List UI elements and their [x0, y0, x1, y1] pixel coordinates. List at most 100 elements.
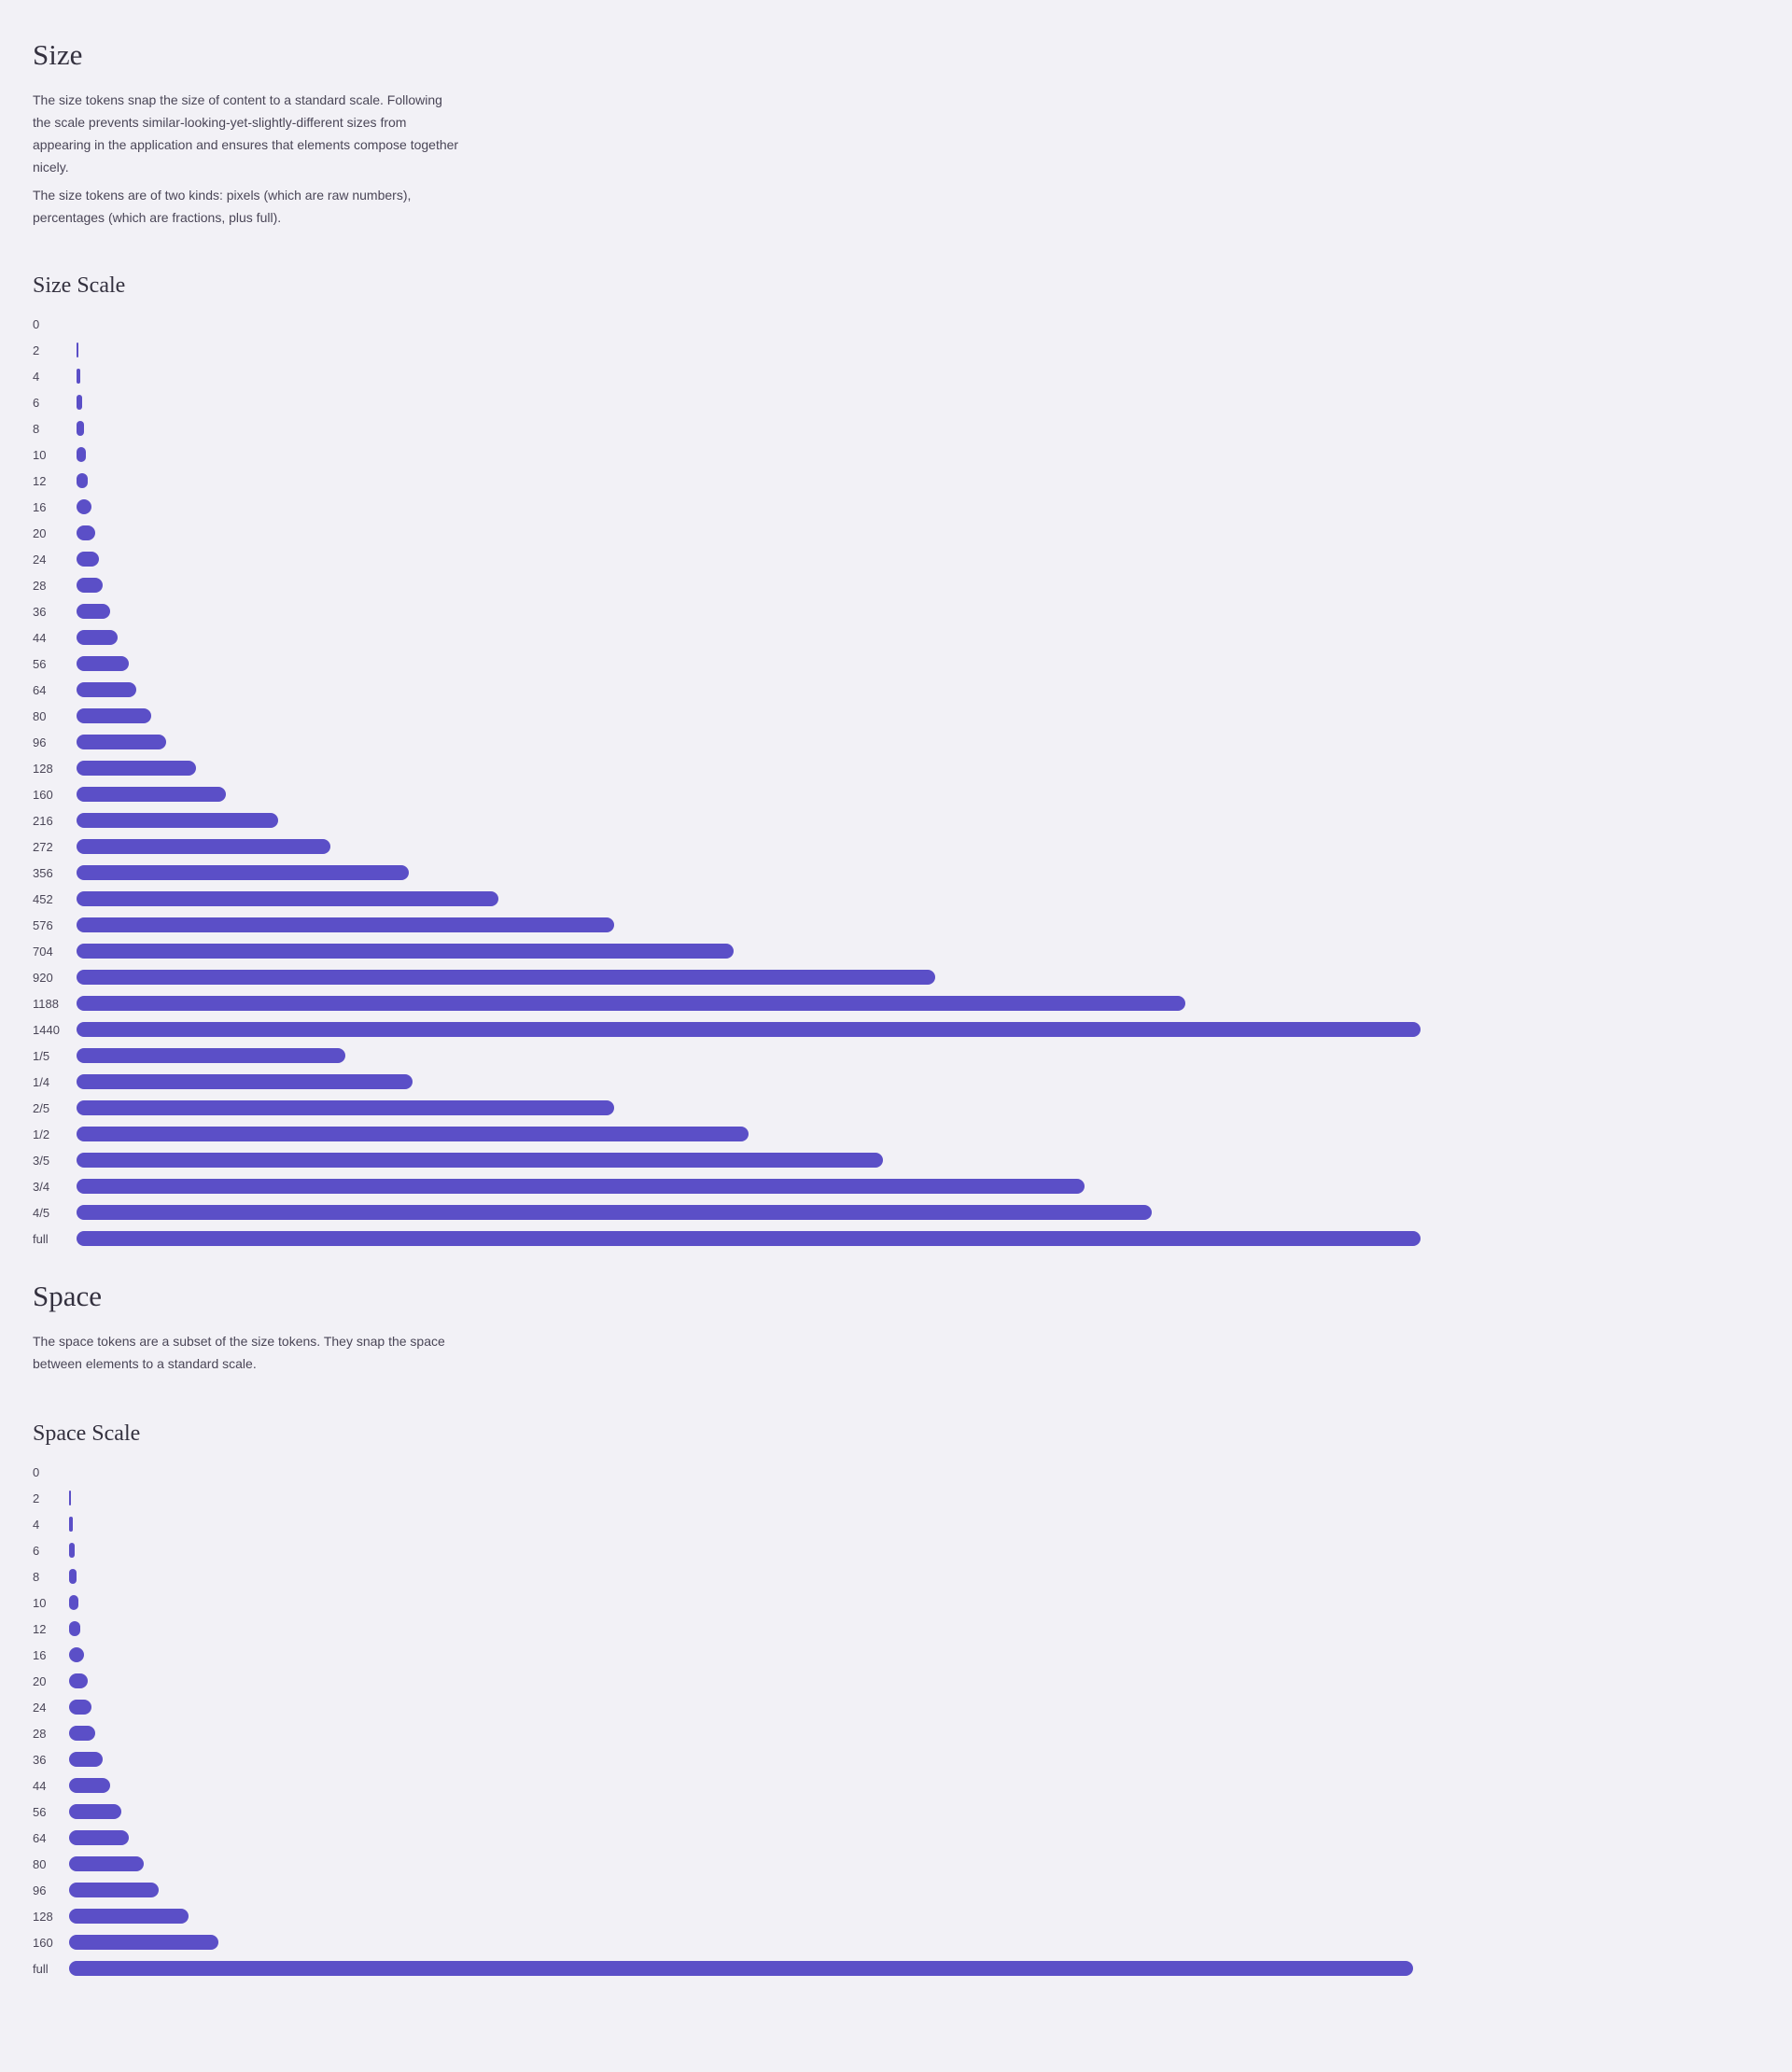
- token-bar: [77, 604, 110, 619]
- bar-track: [69, 1673, 1413, 1688]
- scale-row: 0: [33, 311, 1423, 337]
- token-label: 64: [33, 682, 47, 697]
- bar-track: [77, 839, 1421, 854]
- section-title: Size: [33, 38, 83, 71]
- token-label: 8: [33, 421, 40, 436]
- scale-row: 704: [33, 938, 1423, 964]
- scale-row: 160: [33, 781, 1423, 807]
- space-section: Space The space tokens are a subset of t…: [33, 1277, 1423, 1981]
- scale-row: 20: [33, 520, 1423, 546]
- scale-row: 36: [33, 1746, 1423, 1772]
- scale-row: 12: [33, 468, 1423, 494]
- token-label: 920: [33, 970, 53, 985]
- token-label: 160: [33, 787, 53, 802]
- scale-row: 1440: [33, 1016, 1423, 1043]
- token-bar: [77, 944, 734, 959]
- bar-track: [77, 1048, 1421, 1063]
- token-bar: [77, 917, 614, 932]
- token-label: 3/5: [33, 1153, 50, 1168]
- scale-row: 1/5: [33, 1043, 1423, 1069]
- scale-row: 576: [33, 912, 1423, 938]
- scale-row: 1188: [33, 990, 1423, 1016]
- bar-track: [77, 1022, 1421, 1037]
- token-label: 1/5: [33, 1048, 50, 1063]
- token-label: 16: [33, 499, 47, 514]
- token-bar: [69, 1935, 218, 1950]
- scale-row: 452: [33, 886, 1423, 912]
- scale-row: 3/5: [33, 1147, 1423, 1173]
- bar-track: [77, 395, 1421, 410]
- scale-row: 1/4: [33, 1069, 1423, 1095]
- token-bar: [69, 1647, 84, 1662]
- scale-row: 356: [33, 860, 1423, 886]
- bar-track: [77, 447, 1421, 462]
- token-label: 4: [33, 1517, 40, 1532]
- token-label: 128: [33, 761, 53, 776]
- token-bar: [69, 1830, 129, 1845]
- token-label: 44: [33, 1778, 47, 1793]
- token-label: 2: [33, 343, 40, 357]
- bar-track: [69, 1569, 1413, 1584]
- scale-row: 4: [33, 363, 1423, 389]
- bar-track: [77, 473, 1421, 488]
- token-bar: [69, 1673, 88, 1688]
- token-bar: [77, 525, 95, 540]
- token-bar: [69, 1726, 95, 1741]
- bar-track: [69, 1961, 1413, 1976]
- token-label: 160: [33, 1935, 53, 1950]
- bar-track: [77, 1153, 1421, 1168]
- bar-track: [77, 316, 1421, 331]
- token-bar: [69, 1517, 73, 1532]
- scale-row: 56: [33, 651, 1423, 677]
- token-label: 0: [33, 316, 40, 331]
- bar-track: [69, 1621, 1413, 1636]
- token-bar: [69, 1909, 189, 1924]
- scale-row: 2/5: [33, 1095, 1423, 1121]
- token-label: 10: [33, 1595, 47, 1610]
- paragraph: The size tokens snap the size of content…: [33, 92, 459, 175]
- description: The space tokens are a subset of the siz…: [33, 1330, 1423, 1375]
- bar-track: [69, 1883, 1413, 1897]
- bar-track: [77, 1074, 1421, 1089]
- description: The size tokens snap the size of content…: [33, 89, 1423, 229]
- token-bar: [69, 1595, 78, 1610]
- token-bar: [77, 891, 498, 906]
- scale-row: 44: [33, 1772, 1423, 1799]
- token-label: 1/4: [33, 1074, 50, 1089]
- token-bar: [77, 1100, 614, 1115]
- token-bar: [77, 1074, 413, 1089]
- scale-row: 0: [33, 1459, 1423, 1485]
- token-label: 12: [33, 1621, 47, 1636]
- token-bar: [69, 1856, 144, 1871]
- token-label: 8: [33, 1569, 40, 1584]
- bar-track: [69, 1804, 1413, 1819]
- token-bar: [77, 343, 78, 357]
- bar-track: [69, 1595, 1413, 1610]
- scale-row: 12: [33, 1616, 1423, 1642]
- scale-row: full: [33, 1225, 1423, 1252]
- bar-track: [77, 891, 1421, 906]
- bar-track: [77, 865, 1421, 880]
- scale-title: Size Scale: [33, 273, 126, 298]
- scale-row: 80: [33, 1851, 1423, 1877]
- token-label: 2: [33, 1491, 40, 1505]
- token-label: 4/5: [33, 1205, 50, 1220]
- bar-track: [69, 1778, 1413, 1793]
- bar-track: [69, 1752, 1413, 1767]
- token-bar: [77, 369, 80, 384]
- token-bar: [77, 1022, 1421, 1037]
- size-section: Size The size tokens snap the size of co…: [33, 35, 1423, 1252]
- token-label: 56: [33, 1804, 47, 1819]
- token-bar: [69, 1491, 71, 1505]
- token-label: 20: [33, 525, 47, 540]
- token-label: 24: [33, 552, 47, 567]
- scale-row: 2: [33, 337, 1423, 363]
- token-bar: [77, 499, 91, 514]
- scale-row: 28: [33, 1720, 1423, 1746]
- bar-track: [77, 761, 1421, 776]
- token-bar: [77, 1179, 1085, 1194]
- token-label: 12: [33, 473, 47, 488]
- token-label: 272: [33, 839, 53, 854]
